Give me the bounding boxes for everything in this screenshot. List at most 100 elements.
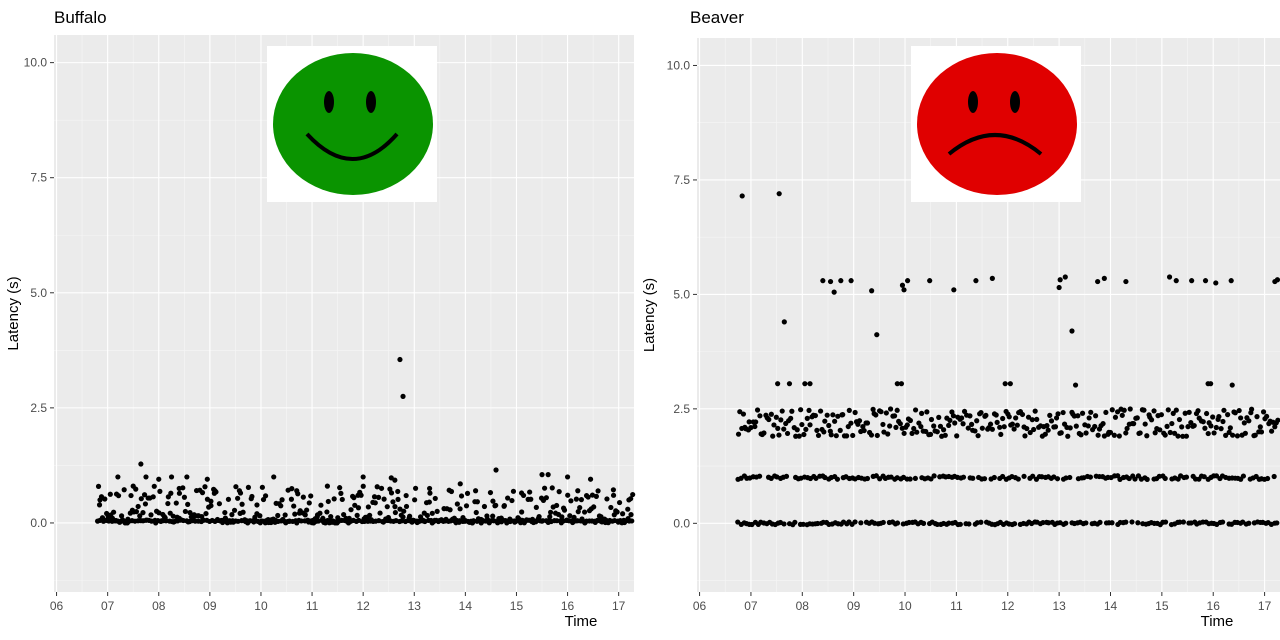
data-point [918,423,924,430]
data-point [1182,410,1188,416]
data-point [1055,411,1061,417]
sad-face-icon [911,46,1081,202]
data-point [541,485,548,491]
data-point [1121,407,1127,413]
data-point [96,502,103,508]
data-point [292,511,298,517]
data-point [778,417,784,423]
data-point [1220,418,1226,425]
data-point [821,429,827,435]
data-point [187,510,193,516]
x-tick-label: 12 [1001,599,1015,613]
data-point [135,503,141,510]
data-point [979,425,985,431]
data-point [1274,277,1280,283]
x-tick-label: 13 [1052,599,1066,613]
x-tick-label: 06 [693,599,707,613]
data-point [229,512,235,518]
data-point [1100,421,1106,427]
data-point [222,509,228,516]
data-point [628,512,634,518]
x-tick-label: 07 [744,599,758,613]
data-point [812,412,818,419]
data-point [543,495,549,501]
data-point [138,496,144,502]
x-tick-label: 11 [950,599,963,613]
data-point [1142,421,1148,427]
data-point [947,417,953,423]
data-point [1240,473,1247,479]
x-tick-label: 10 [254,599,268,613]
data-point [858,520,864,526]
data-point [796,433,802,439]
data-point [1166,274,1173,280]
data-point [212,488,218,494]
data-point [887,423,893,429]
data-point [593,493,599,499]
data-points [94,356,636,526]
data-point [1173,278,1179,284]
x-tick-label: 12 [356,599,370,613]
data-point [372,500,378,506]
buffalo-scatter-plot: 06 07 08 09 10 11 12 13 14 15 16 17 0.0 2.5 5.0 7.5 10.0… [5,35,636,630]
data-point [1057,277,1063,283]
data-point [1176,416,1183,423]
data-point [1111,432,1117,438]
data-point [806,407,812,413]
data-point [1119,412,1125,418]
data-point [1189,278,1195,284]
x-tick-label: 17 [612,599,626,613]
data-point [1165,407,1171,413]
data-point [946,422,952,429]
data-point [952,420,958,426]
data-point [1170,410,1176,416]
data-point [371,494,378,500]
data-point [324,483,330,489]
data-point [897,421,903,427]
data-point [869,288,875,294]
data-point [620,511,626,517]
data-point [95,483,102,489]
data-point [1202,425,1208,431]
data-point [1180,433,1186,439]
data-point [351,495,357,501]
data-point [426,499,432,505]
data-point [1009,421,1015,427]
data-point [954,433,960,439]
data-point [942,432,948,438]
data-point [967,413,973,419]
data-point [325,498,331,505]
data-point [426,485,433,492]
data-point [828,432,834,438]
data-point [288,496,295,502]
data-point [740,411,747,417]
data-point [864,420,871,426]
data-point [1225,412,1231,418]
data-point [591,504,597,510]
data-point [403,503,410,510]
data-point [1087,474,1094,480]
data-point [150,494,156,500]
data-point [392,504,398,510]
data-point [1024,425,1030,432]
data-point [989,426,995,432]
data-point [960,421,966,427]
data-point [291,503,297,509]
data-point [432,495,438,502]
data-point [225,496,232,502]
data-point [501,503,507,509]
x-tick-label: 17 [1258,599,1272,613]
data-point [556,489,562,495]
data-point [257,513,263,519]
data-point [388,490,395,496]
data-point [1230,432,1236,438]
data-point [1241,420,1247,426]
data-point [856,418,863,424]
data-point [1229,382,1235,388]
data-point [1236,407,1242,414]
data-point [547,514,553,520]
data-point [203,510,209,517]
data-point [352,502,358,508]
data-point [176,490,183,496]
data-point [575,509,581,515]
